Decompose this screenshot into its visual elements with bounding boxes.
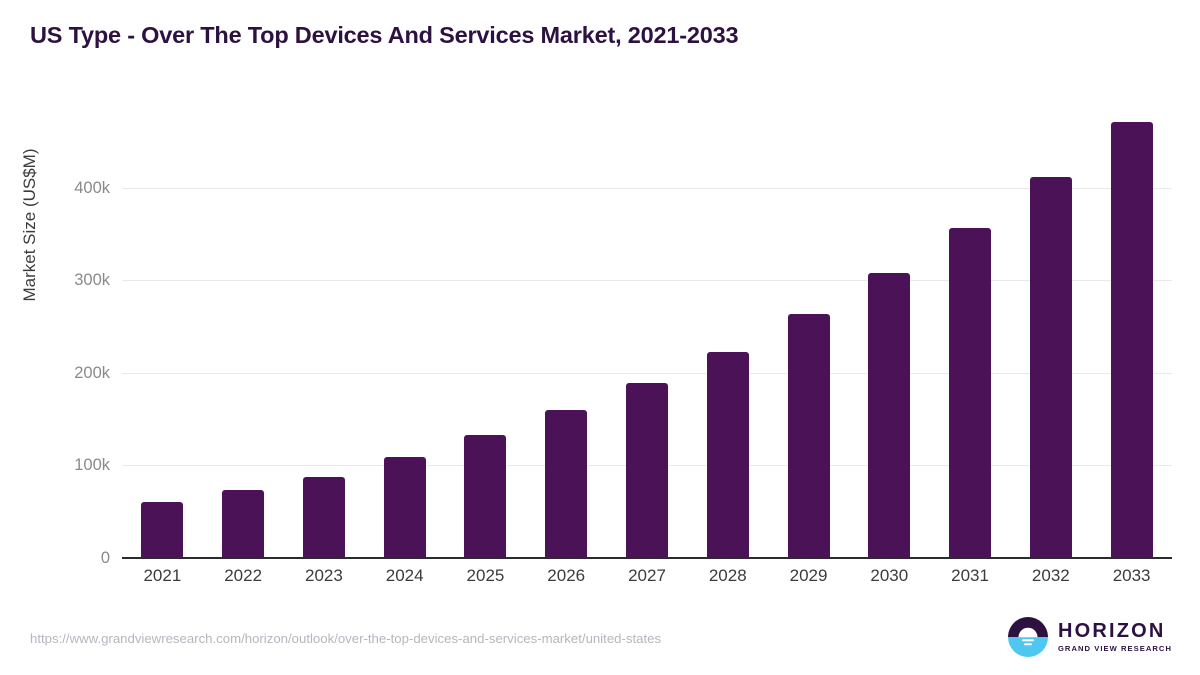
- bar[interactable]: [1029, 177, 1072, 558]
- gridline: [122, 187, 1172, 189]
- bar-series: [122, 95, 1172, 558]
- bar[interactable]: [222, 490, 265, 558]
- x-axis-tick-label: 2031: [951, 566, 989, 585]
- x-axis-tick-label: 2024: [385, 566, 424, 585]
- bar[interactable]: [141, 502, 184, 558]
- bar[interactable]: [787, 314, 830, 558]
- bar[interactable]: [868, 272, 911, 558]
- y-axis-tick-label: 0: [100, 549, 110, 567]
- x-axis-tick-label: 2027: [628, 566, 666, 585]
- bar[interactable]: [302, 476, 345, 558]
- gridline: [122, 280, 1172, 282]
- bar[interactable]: [545, 409, 588, 558]
- horizon-logo-icon: [1007, 616, 1049, 658]
- page-title: US Type - Over The Top Devices And Servi…: [30, 22, 739, 48]
- y-axis-tick-label: 300k: [74, 271, 110, 290]
- y-axis-tick-label: 100k: [74, 456, 110, 475]
- x-axis-tick-label: 2021: [143, 566, 182, 585]
- x-axis-tick-label: 2022: [224, 566, 263, 585]
- x-axis-tick-label: 2026: [547, 566, 586, 585]
- y-axis-title: Market Size (US$M): [20, 148, 39, 302]
- bar[interactable]: [626, 383, 668, 558]
- bar[interactable]: [949, 228, 992, 558]
- x-axis-tick-label: 2029: [789, 566, 828, 585]
- x-axis-tick-labels: 2021 2022 2023 2024 2025 2026 2027 2028 2029 2030…: [122, 566, 1172, 596]
- horizon-logo-text: HORIZON GRAND VIEW RESEARCH: [1058, 621, 1172, 653]
- bar[interactable]: [464, 434, 507, 558]
- bar[interactable]: [1110, 121, 1153, 558]
- horizon-logo: HORIZON GRAND VIEW RESEARCH: [1007, 616, 1172, 658]
- x-axis-tick-label: 2030: [870, 566, 909, 585]
- y-axis-tick-label: 200k: [74, 363, 110, 382]
- gridline: [122, 372, 1172, 374]
- logo-tagline: GRAND VIEW RESEARCH: [1057, 644, 1172, 654]
- chart-footer: https://www.grandviewresearch.com/horizo…: [0, 603, 1200, 675]
- y-axis-tick-label: 400k: [74, 178, 110, 197]
- bar[interactable]: [706, 351, 749, 558]
- x-axis-tick-label: 2023: [305, 566, 343, 585]
- x-axis-tick-label: 2033: [1112, 566, 1151, 585]
- source-url[interactable]: https://www.grandviewresearch.com/horizo…: [30, 631, 662, 646]
- bar[interactable]: [383, 457, 426, 558]
- x-axis-tick-label: 2032: [1031, 566, 1070, 585]
- x-axis-tick-label: 2028: [708, 566, 747, 585]
- logo-name: HORIZON: [1057, 620, 1166, 643]
- x-axis-tick-label: 2025: [466, 566, 505, 585]
